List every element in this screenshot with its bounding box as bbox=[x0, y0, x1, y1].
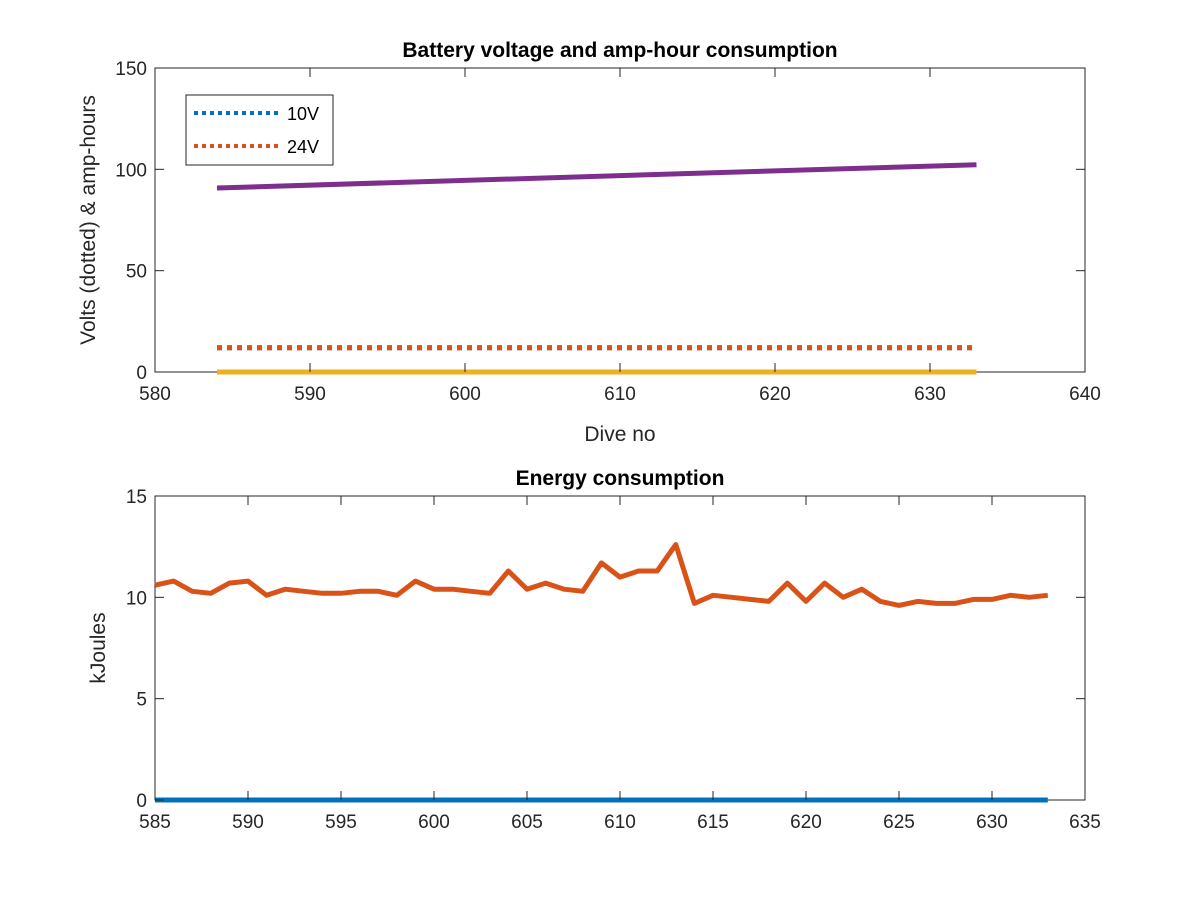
y-axis-label: Volts (dotted) & amp-hours bbox=[77, 95, 100, 345]
voltage-amphour-chart: Battery voltage and amp-hour consumption… bbox=[77, 39, 1101, 446]
x-tick-label: 600 bbox=[418, 812, 450, 833]
legend-label-10v: 10V bbox=[287, 104, 319, 124]
x-tick-label: 620 bbox=[759, 384, 791, 405]
x-tick-label: 640 bbox=[1069, 384, 1101, 405]
x-tick-label: 605 bbox=[511, 812, 543, 833]
x-tick-label: 620 bbox=[790, 812, 822, 833]
legend-label-24v: 24V bbox=[287, 137, 319, 157]
x-tick-label: 580 bbox=[139, 384, 171, 405]
series-line-1 bbox=[154, 542, 1049, 608]
y-tick-label: 5 bbox=[136, 690, 147, 711]
series-layer bbox=[216, 162, 977, 375]
energy-consumption-chart: Energy consumption 585 590 595 600 605 610 615… bbox=[87, 467, 1101, 833]
x-tick-label: 585 bbox=[139, 812, 171, 833]
y-tick-label: 100 bbox=[115, 160, 147, 181]
y-tick-label: 15 bbox=[126, 487, 147, 508]
x-tick-label: 635 bbox=[1069, 812, 1101, 833]
x-tick-label: 595 bbox=[325, 812, 357, 833]
x-tick-label: 590 bbox=[232, 812, 264, 833]
y-tick-label: 0 bbox=[136, 363, 147, 384]
x-tick-label: 610 bbox=[604, 384, 636, 405]
x-tick-label: 630 bbox=[976, 812, 1008, 833]
x-tick-label: 615 bbox=[697, 812, 729, 833]
x-axis-label: Dive no bbox=[584, 423, 655, 446]
x-tick-label: 590 bbox=[294, 384, 326, 405]
chart-title: Energy consumption bbox=[516, 467, 725, 490]
y-tick-label: 50 bbox=[126, 262, 147, 283]
ticks-layer: 585 590 595 600 605 610 615 620 625 630 635 0 5 10 15 bbox=[126, 487, 1101, 833]
x-tick-label: 600 bbox=[449, 384, 481, 405]
ticks-layer: 580 590 600 610 620 630 640 0 50 100 150 bbox=[115, 59, 1101, 405]
x-tick-label: 625 bbox=[883, 812, 915, 833]
y-tick-label: 0 bbox=[136, 791, 147, 812]
chart-title: Battery voltage and amp-hour consumption bbox=[402, 39, 837, 62]
plot-area bbox=[154, 495, 1086, 801]
y-tick-label: 10 bbox=[126, 588, 147, 609]
legend-box bbox=[185, 94, 334, 166]
series-line-3 bbox=[216, 162, 977, 191]
y-axis-label: kJoules bbox=[87, 612, 110, 683]
x-tick-label: 610 bbox=[604, 812, 636, 833]
y-tick-label: 150 bbox=[115, 59, 147, 80]
x-tick-label: 630 bbox=[914, 384, 946, 405]
legend: 10V 24V bbox=[185, 94, 334, 166]
